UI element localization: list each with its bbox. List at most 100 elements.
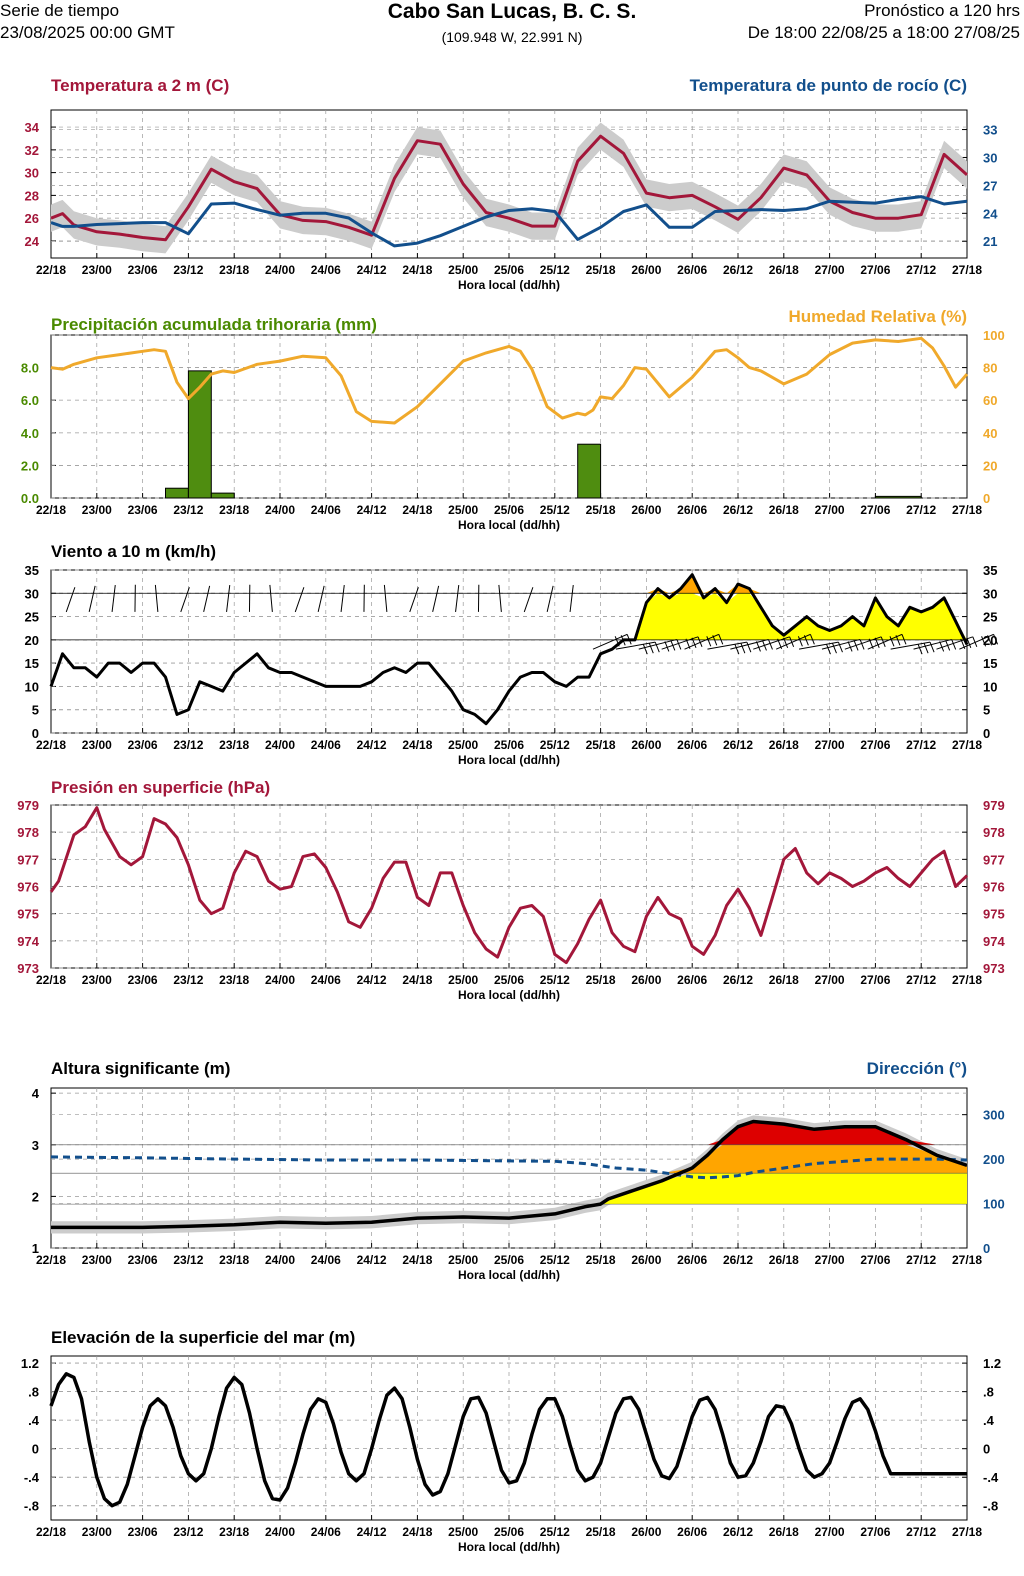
- chart-title: Temperatura a 2 m (C): [51, 76, 229, 95]
- x-tick-label: 27/00: [815, 973, 845, 987]
- x-tick-label: 27/18: [952, 1253, 982, 1267]
- y-tick-label-right: 1.2: [983, 1356, 1001, 1371]
- chart-title: Altura significante (m): [51, 1059, 230, 1078]
- x-tick-label: 24/12: [357, 738, 387, 752]
- x-tick-label: 23/00: [82, 503, 112, 517]
- humidity-line: [50, 336, 969, 425]
- wind-barb-feather: [654, 641, 660, 653]
- wind-barb-feather: [712, 635, 718, 646]
- wind-fill-yellow: [51, 593, 967, 640]
- wind-barb: [890, 641, 931, 650]
- x-tick-label: 26/12: [723, 1525, 753, 1539]
- x-tick-label: 26/00: [631, 1525, 661, 1539]
- header-left: Serie de tiempo 23/08/2025 00:00 GMT: [0, 0, 175, 44]
- y-tick-label: 975: [17, 907, 39, 922]
- y-tick-label-right: -.8: [983, 1499, 998, 1514]
- y-tick-label-right: 40: [983, 426, 997, 441]
- y-tick-label-right: 0: [983, 491, 990, 506]
- wind-barb: [569, 584, 574, 612]
- x-tick-label: 24/18: [402, 263, 432, 277]
- wind-barb: [340, 584, 345, 612]
- x-tick-label: 24/06: [311, 263, 341, 277]
- x-tick-label: 23/00: [82, 973, 112, 987]
- x-tick-label: 23/00: [82, 1253, 112, 1267]
- panel-6: 22/18 23/00 23/06 23/12 23/18 24/00 24/06 24/12…: [21, 1328, 1001, 1554]
- y-tick-label: 977: [17, 852, 39, 867]
- y-tick-label: 6.0: [21, 393, 39, 408]
- x-tick-label: 23/00: [82, 738, 112, 752]
- y-tick-label: 2.0: [21, 458, 39, 473]
- wind-barb-feather: [939, 641, 945, 652]
- temperature-line: [50, 134, 969, 242]
- x-tick-label: 27/06: [860, 1525, 890, 1539]
- wind-barb-feather: [664, 641, 670, 652]
- wind-speed-line: [49, 573, 969, 726]
- wind-barb-feather: [832, 642, 837, 654]
- y-tick-label: 30: [25, 166, 39, 181]
- x-tick-label: 22/18: [36, 503, 66, 517]
- x-tick-label: 26/18: [769, 1253, 799, 1267]
- y-tick-label-right: 10: [983, 679, 997, 694]
- y-tick-label: -.8: [24, 1499, 39, 1514]
- x-tick-label: 24/06: [311, 738, 341, 752]
- x-tick-label: 27/06: [860, 263, 890, 277]
- x-tick-label: 23/12: [173, 1525, 203, 1539]
- x-tick-label: 26/00: [631, 973, 661, 987]
- wind-barb: [455, 584, 460, 612]
- wind-barb: [203, 585, 211, 613]
- x-tick-label: 24/18: [402, 973, 432, 987]
- pressure-line: [49, 806, 969, 965]
- x-tick-label: 27/12: [906, 738, 936, 752]
- wind-barb-feather: [972, 636, 978, 648]
- chart-title: Elevación de la superficie del mar (m): [51, 1328, 355, 1347]
- x-tick-label: 27/18: [952, 263, 982, 277]
- y-tick-label-right: 33: [983, 123, 997, 138]
- wind-barb: [707, 641, 747, 650]
- wind-barb: [65, 587, 76, 613]
- x-tick-label: 23/06: [128, 263, 158, 277]
- x-tick-label: 25/12: [540, 1525, 570, 1539]
- y-tick-label-right: 24: [983, 206, 998, 221]
- x-tick-label: 24/12: [357, 973, 387, 987]
- y-tick-label: 979: [17, 798, 39, 813]
- x-tick-label: 25/00: [448, 263, 478, 277]
- x-tick-label: 26/06: [677, 973, 707, 987]
- wind-barb: [317, 585, 325, 613]
- wind-barb-feather: [740, 642, 746, 654]
- x-tick-label: 23/00: [82, 1525, 112, 1539]
- x-tick-label: 27/00: [815, 738, 845, 752]
- precip-bar: [210, 492, 235, 499]
- x-axis-label: Hora local (dd/hh): [458, 518, 560, 532]
- y-tick-label: 4: [32, 1086, 40, 1101]
- x-tick-label: 26/00: [631, 1253, 661, 1267]
- y-tick-label-right: 975: [983, 907, 1005, 922]
- wind-barb-feather: [929, 641, 935, 653]
- wind-barb: [409, 587, 419, 613]
- y-tick-label-right: 60: [983, 393, 997, 408]
- y-tick-label: 1.2: [21, 1356, 39, 1371]
- x-tick-label: 26/18: [769, 738, 799, 752]
- wind-barb-feather: [901, 634, 907, 645]
- x-tick-label: 25/18: [586, 263, 616, 277]
- wind-barb: [615, 641, 656, 650]
- y-tick-label-right: 978: [983, 825, 1005, 840]
- x-tick-label: 25/12: [540, 1253, 570, 1267]
- y-tick-label-right: 977: [983, 852, 1005, 867]
- x-tick-label: 26/00: [631, 263, 661, 277]
- x-tick-label: 26/06: [677, 1253, 707, 1267]
- wind-barb: [546, 585, 554, 613]
- wind-barb-feather: [895, 635, 901, 646]
- x-tick-label: 25/12: [540, 973, 570, 987]
- wind-barb-feather: [951, 639, 957, 650]
- x-tick-label: 23/06: [128, 503, 158, 517]
- wind-barb: [432, 585, 440, 613]
- wind-barb-feather: [966, 637, 972, 649]
- y-tick-label-right: 35: [983, 563, 997, 578]
- y-tick-label-right: 20: [983, 633, 997, 648]
- y-tick-label: 35: [25, 563, 39, 578]
- panel-3: 22/18 23/00 23/06 23/12 23/18 24/00 24/06 24/12…: [25, 542, 999, 767]
- x-tick-label: 25/06: [494, 503, 524, 517]
- y-tick-label: -.4: [24, 1470, 40, 1485]
- wind-barb-feather: [676, 639, 682, 650]
- series-label: Serie de tiempo: [0, 1, 120, 20]
